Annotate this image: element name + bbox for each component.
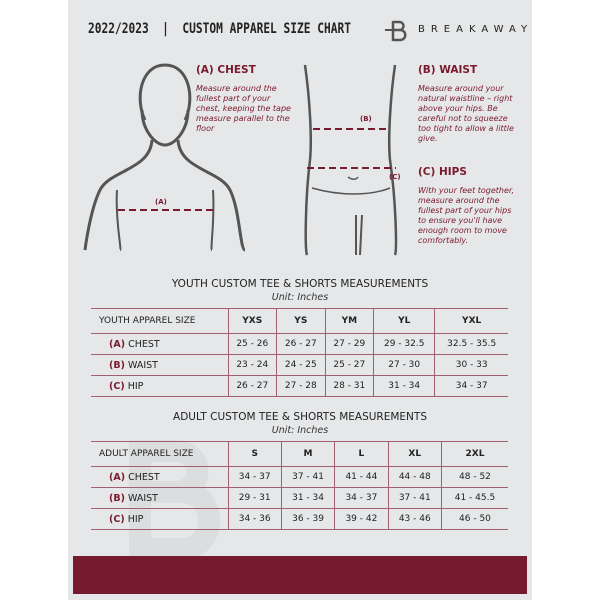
chest-heading: (A) CHEST	[196, 64, 256, 76]
table-row: (B) WAIST 23 - 24 24 - 25 25 - 27 27 - 30 30 …	[91, 354, 508, 376]
table-cell: 34 - 37	[334, 487, 389, 509]
size-column-header: YM	[324, 308, 374, 334]
table-row: (A) CHEST 34 - 37 37 - 41 41 - 44 44 - 48 48 …	[91, 466, 508, 488]
table-cell: 27 - 28	[276, 375, 326, 397]
table-cell: 44 - 48	[387, 466, 442, 488]
row-name: WAIST	[127, 359, 158, 371]
row-letter: (B)	[109, 359, 125, 371]
hips-marker: (C)	[389, 173, 401, 181]
size-column-header: XL	[387, 441, 442, 467]
waist-heading: (B) WAIST	[418, 64, 478, 76]
lower-body-figure	[303, 64, 398, 256]
row-label: (C) HIP	[91, 375, 228, 397]
row-name: CHEST	[128, 338, 160, 350]
table-cell: 46 - 50	[440, 508, 508, 530]
table-cell: 34 - 36	[227, 508, 282, 530]
breakaway-logo-icon	[385, 20, 407, 42]
row-label: (A) CHEST	[91, 466, 228, 488]
row-name: HIP	[127, 380, 144, 392]
waist-marker: (B)	[360, 115, 372, 123]
table-cell: 39 - 42	[334, 508, 389, 530]
size-column-header: M	[280, 441, 335, 467]
row-letter: (C)	[109, 380, 125, 392]
table-cell: 29 - 32.5	[373, 333, 435, 355]
row-letter: (A)	[109, 471, 126, 483]
table-cell: 32.5 - 35.5	[434, 333, 508, 355]
table-cell: 30 - 33	[434, 354, 508, 376]
waist-description: Measure around your natural waistline – …	[418, 84, 514, 143]
table-cell: 41 - 45.5	[440, 487, 508, 509]
row-name: CHEST	[128, 471, 160, 483]
table-row: (A) CHEST 25 - 26 26 - 27 27 - 29 29 - 32.5 3…	[91, 333, 508, 355]
table-cell: 28 - 31	[324, 375, 374, 397]
table-cell: 37 - 41	[387, 487, 442, 509]
row-name: WAIST	[127, 492, 158, 504]
adult-table-title: ADULT CUSTOM TEE & SHORTS MEASUREMENTS	[173, 411, 427, 423]
table-cell: 31 - 34	[280, 487, 335, 509]
table-header-row: YOUTH APPAREL SIZE YXS YS YM YL YXL	[91, 308, 508, 334]
size-column-header: YS	[276, 308, 326, 334]
table-cell: 41 - 44	[334, 466, 389, 488]
body-diagrams	[83, 63, 398, 256]
row-letter: (A)	[109, 338, 126, 350]
size-header: YOUTH APPAREL SIZE	[91, 308, 228, 334]
youth-table-title: YOUTH CUSTOM TEE & SHORTS MEASUREMENTS	[171, 278, 429, 290]
row-label: (B) WAIST	[91, 487, 228, 509]
table-cell: 36 - 39	[280, 508, 335, 530]
row-label: (A) CHEST	[91, 333, 228, 355]
adult-size-table: ADULT APPAREL SIZE S M L XL 2XL (A) CHEST 34 - …	[91, 441, 508, 530]
table-row: (B) WAIST 29 - 31 31 - 34 34 - 37 37 - 41 41 …	[91, 487, 508, 509]
table-cell: 34 - 37	[434, 375, 508, 397]
row-label: (C) HIP	[91, 508, 228, 530]
upper-body-figure	[83, 63, 247, 252]
table-cell: 24 - 25	[276, 354, 326, 376]
table-cell: 43 - 46	[387, 508, 442, 530]
table-cell: 26 - 27	[276, 333, 326, 355]
chest-marker: (A)	[155, 198, 167, 206]
table-cell: 23 - 24	[227, 354, 277, 376]
table-cell: 25 - 26	[227, 333, 277, 355]
size-column-header: YL	[373, 308, 435, 334]
table-cell: 25 - 27	[324, 354, 374, 376]
row-letter: (B)	[109, 492, 125, 504]
row-label: (B) WAIST	[91, 354, 228, 376]
page-title: 2022/2023 | CUSTOM APPAREL SIZE CHART	[88, 21, 351, 37]
row-letter: (C)	[109, 513, 125, 525]
row-name: HIP	[127, 513, 144, 525]
size-column-header: YXL	[434, 308, 508, 334]
brand-name: BREAKAWAY	[418, 24, 534, 35]
table-cell: 27 - 30	[373, 354, 435, 376]
table-row: (C) HIP 26 - 27 27 - 28 28 - 31 31 - 34 34 - …	[91, 375, 508, 397]
hips-description: With your feet together, measure around …	[418, 186, 515, 245]
hips-heading: (C) HIPS	[418, 166, 467, 178]
table-cell: 27 - 29	[324, 333, 374, 355]
table-header-row: ADULT APPAREL SIZE S M L XL 2XL	[91, 441, 508, 467]
size-column-header: S	[227, 441, 282, 467]
adult-unit: Unit: Inches	[271, 425, 329, 436]
table-row: (C) HIP 34 - 36 36 - 39 39 - 42 43 - 46 46 - …	[91, 508, 508, 530]
table-cell: 31 - 34	[373, 375, 435, 397]
table-cell: 26 - 27	[227, 375, 277, 397]
table-cell: 29 - 31	[227, 487, 282, 509]
size-column-header: L	[334, 441, 389, 467]
size-header: ADULT APPAREL SIZE	[91, 441, 228, 467]
size-column-header: 2XL	[440, 441, 508, 467]
table-cell: 48 - 52	[440, 466, 508, 488]
size-column-header: YXS	[227, 308, 277, 334]
footer-band	[73, 556, 527, 594]
youth-size-table: YOUTH APPAREL SIZE YXS YS YM YL YXL (A) CHEST 2…	[91, 308, 508, 397]
table-cell: 34 - 37	[227, 466, 282, 488]
table-cell: 37 - 41	[280, 466, 335, 488]
youth-unit: Unit: Inches	[271, 292, 329, 303]
chest-description: Measure around the fullest part of your …	[196, 84, 291, 133]
